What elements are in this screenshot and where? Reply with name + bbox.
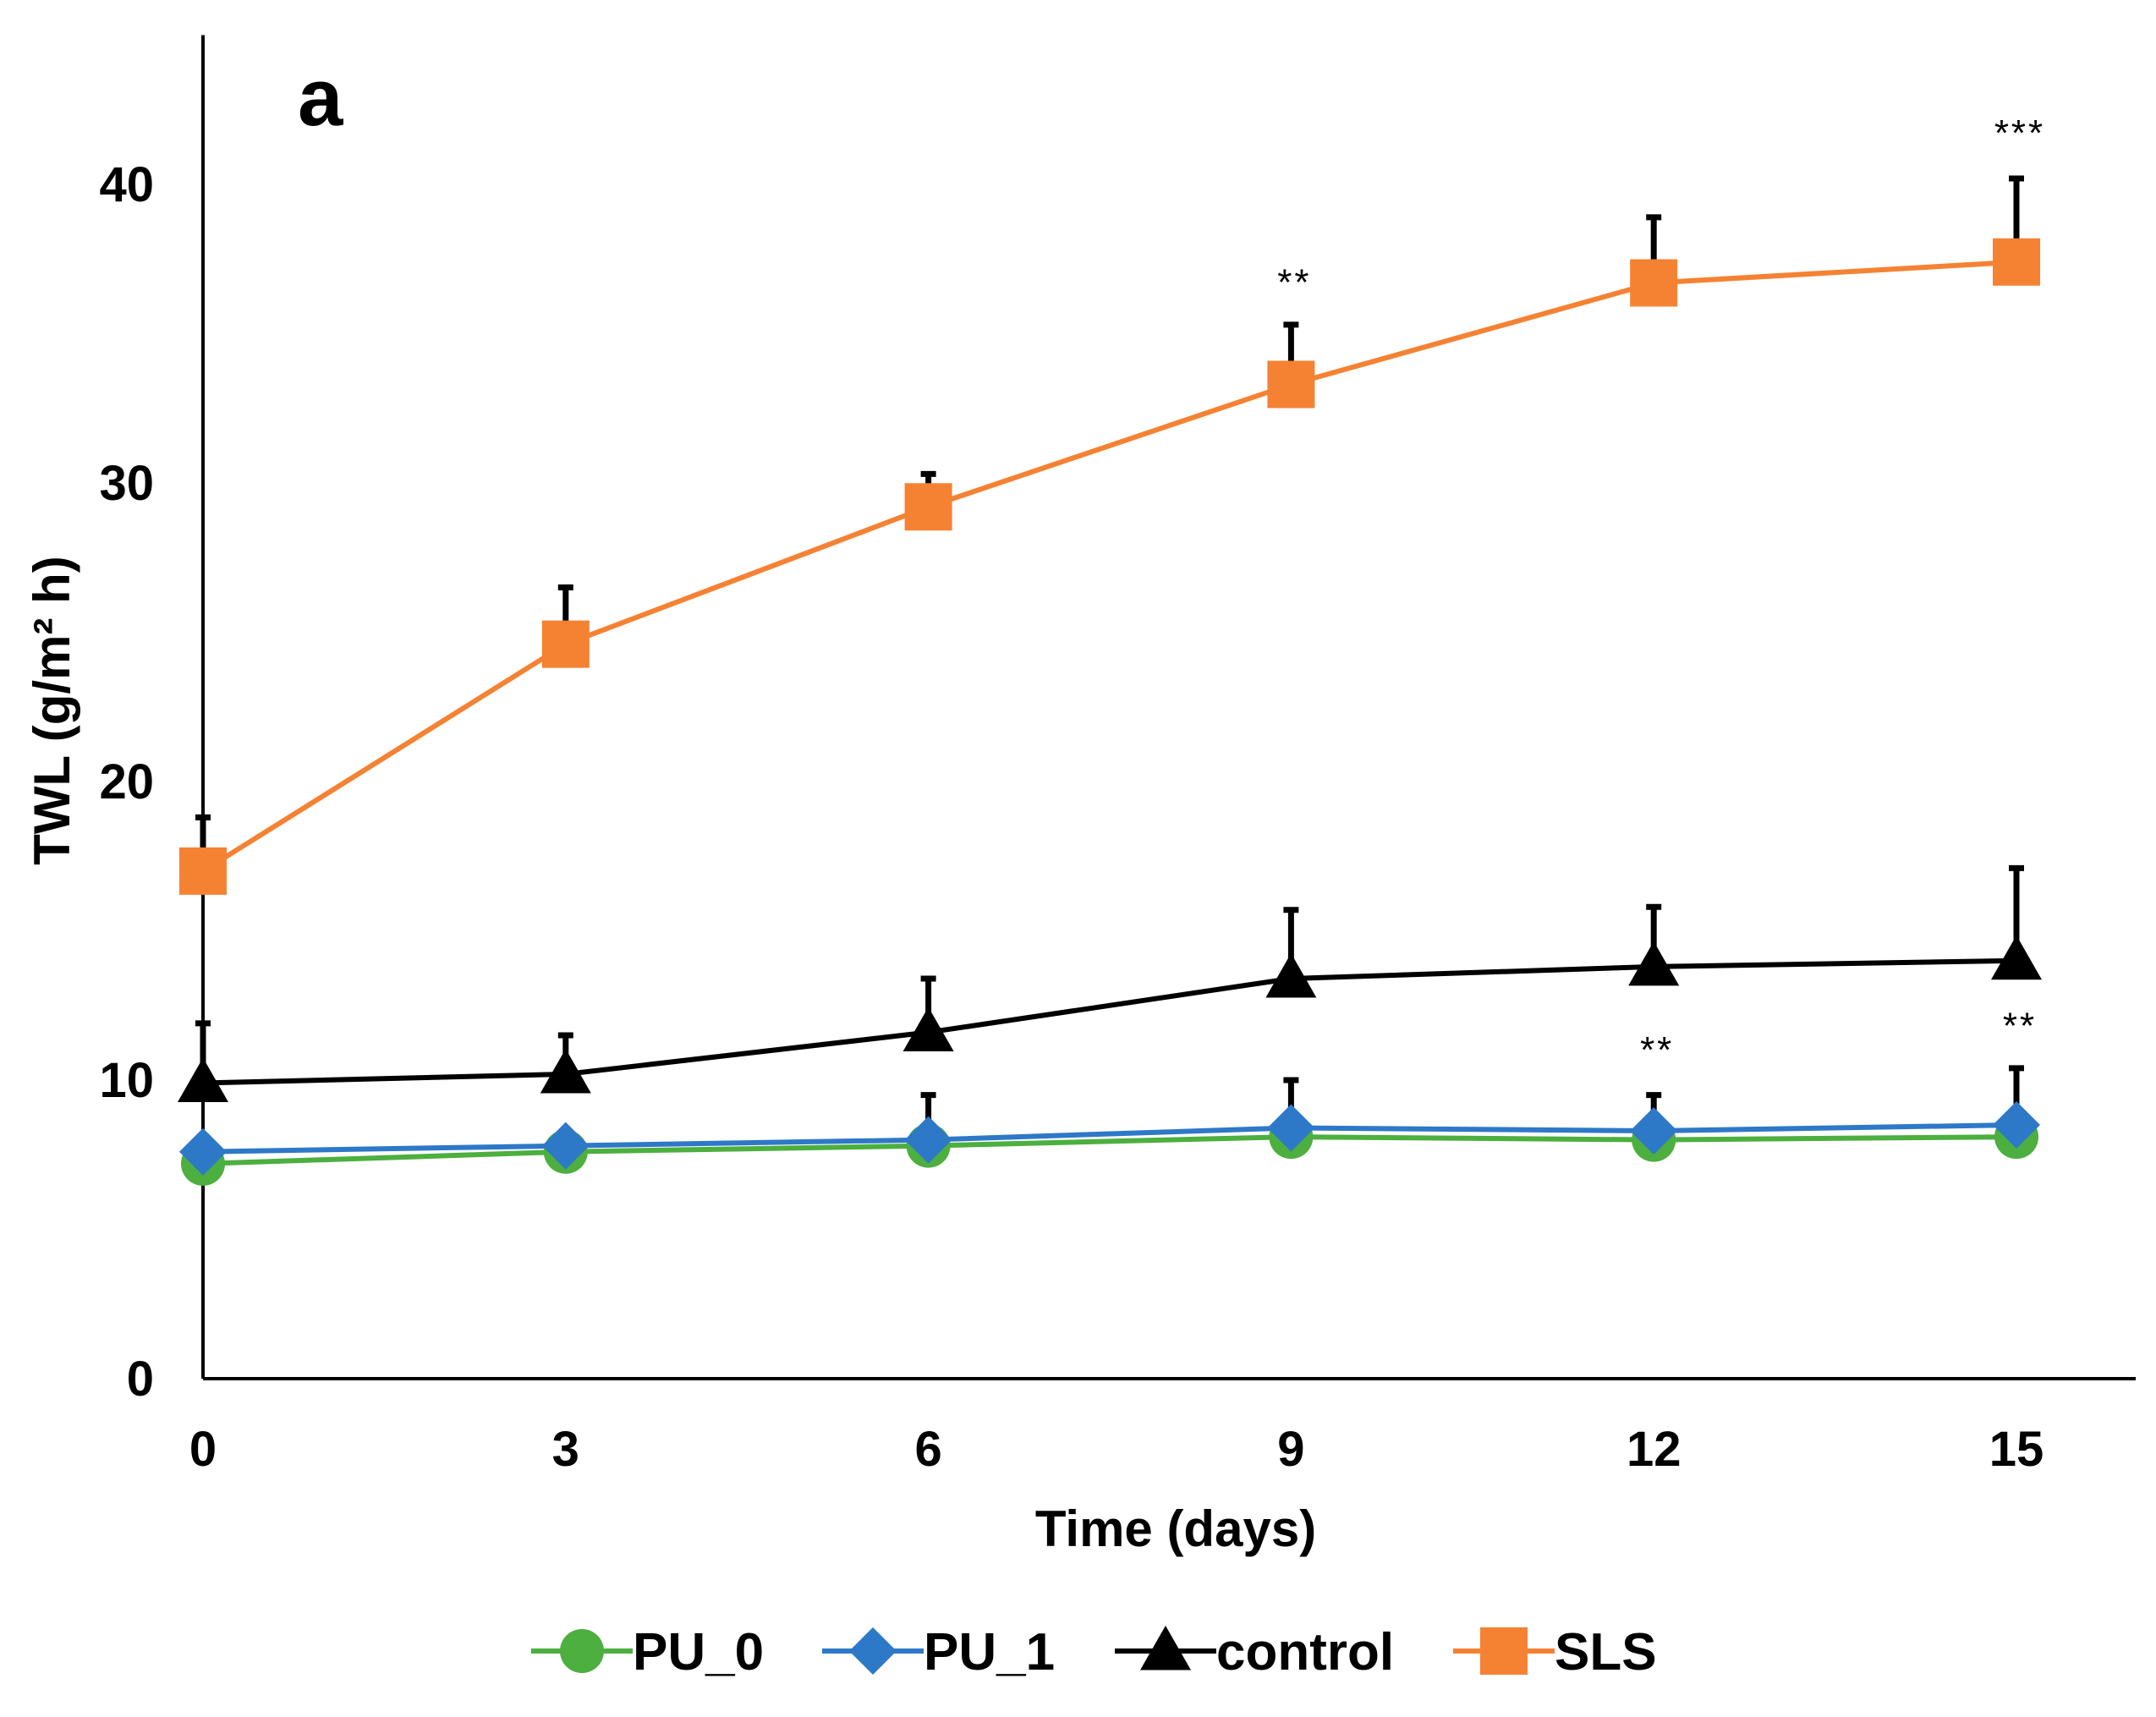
legend-label: PU_1 (924, 1623, 1055, 1681)
legend-item: SLS (1453, 1623, 1657, 1681)
legend-label: control (1216, 1623, 1394, 1681)
data-point-pu-1 (1267, 1104, 1315, 1152)
legend-marker (1140, 1626, 1191, 1670)
y-axis-title: TWL (g/m² h) (24, 556, 80, 864)
x-axis-title: Time (days) (1035, 1500, 1316, 1557)
y-tick-label: 20 (99, 754, 154, 809)
x-tick-label: 9 (1277, 1422, 1304, 1477)
data-point-sls (904, 483, 952, 531)
y-tick-label: 10 (99, 1053, 154, 1108)
legend-item: PU_0 (531, 1623, 764, 1681)
significance-label: ** (1640, 1029, 1674, 1071)
data-point-control (1265, 952, 1317, 998)
series-line-pu-1 (202, 1122, 2017, 1155)
legend-label: PU_0 (633, 1623, 764, 1681)
data-point-sls (1630, 259, 1678, 307)
panel-label: a (298, 52, 343, 143)
data-point-sls (1993, 238, 2040, 286)
significance-label: ** (1277, 262, 1311, 304)
data-point-sls (179, 847, 227, 895)
x-tick-label: 3 (552, 1422, 579, 1477)
series-line-pu-0 (202, 1134, 2017, 1166)
legend-marker (849, 1627, 897, 1675)
x-tick-label: 6 (914, 1422, 941, 1477)
data-point-control (540, 1048, 591, 1094)
data-point-control (1628, 941, 1680, 986)
data-point-pu-1 (179, 1127, 227, 1176)
y-tick-label: 30 (99, 456, 154, 511)
data-point-pu-1 (541, 1122, 590, 1170)
legend-item: PU_1 (822, 1623, 1055, 1681)
data-point-sls (1267, 360, 1315, 409)
y-tick-label: 40 (99, 157, 154, 212)
significance-label: *** (1994, 112, 2045, 154)
x-tick-label: 15 (1989, 1422, 2044, 1477)
x-tick-label: 0 (189, 1422, 217, 1477)
x-tick-label: 12 (1627, 1422, 1681, 1477)
data-point-sls (541, 620, 590, 668)
data-point-pu-1 (1630, 1107, 1678, 1155)
series-line-sls (201, 259, 2017, 874)
significance-label: ** (2003, 1006, 2037, 1047)
series-line-control (202, 957, 2017, 1086)
legend-marker (1480, 1627, 1528, 1675)
data-point-control (178, 1057, 228, 1103)
legend-label: SLS (1555, 1623, 1657, 1681)
data-point-pu-1 (1993, 1100, 2040, 1149)
data-point-control (1991, 935, 2042, 980)
data-point-pu-1 (904, 1116, 952, 1164)
legend-marker (560, 1629, 604, 1673)
data-point-control (902, 1007, 954, 1052)
legend-item: control (1115, 1623, 1394, 1681)
y-tick-label: 0 (127, 1352, 154, 1407)
